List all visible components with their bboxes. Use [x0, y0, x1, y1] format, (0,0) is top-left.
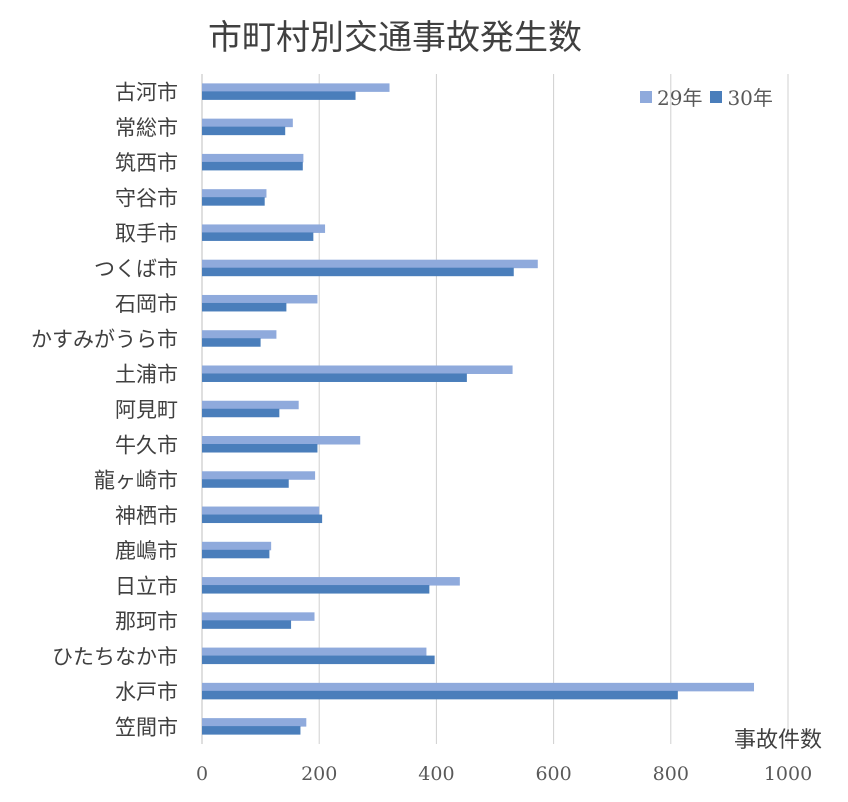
bar-29	[202, 541, 272, 551]
x-axis-label: 事故件数	[733, 728, 822, 753]
bar-29	[202, 436, 361, 445]
bar-30	[202, 655, 435, 665]
bar-30	[202, 514, 323, 524]
bar-29	[202, 330, 277, 339]
bar-30	[202, 479, 289, 488]
category-label: 土浦市	[115, 363, 178, 387]
category-label: 水戸市	[115, 680, 178, 704]
bar-30	[202, 690, 678, 700]
bar-29	[202, 153, 304, 163]
bar-30	[202, 267, 514, 277]
bar-30	[202, 585, 430, 594]
x-tick-label: 0	[196, 763, 208, 785]
bar-29	[202, 506, 320, 516]
category-label: ひたちなか市	[52, 645, 178, 669]
legend-swatch-29	[640, 90, 652, 103]
category-label: 那珂市	[115, 610, 178, 634]
bar-30	[202, 408, 280, 418]
legend-item-29: 29年	[640, 82, 702, 111]
bar-29	[202, 647, 427, 657]
bar-29	[202, 294, 318, 304]
category-label: 筑西市	[115, 151, 178, 175]
legend-item-30: 30年	[710, 82, 773, 111]
category-label: 牛久市	[115, 433, 178, 457]
category-label: 古河市	[115, 81, 178, 105]
bar-29	[202, 682, 755, 692]
bar-29	[202, 365, 513, 374]
bar-30	[202, 197, 265, 206]
bar-29	[202, 400, 299, 410]
bar-30	[202, 620, 292, 629]
bar-30	[202, 338, 261, 347]
category-label: 石岡市	[115, 292, 178, 316]
bar-30	[202, 549, 270, 559]
legend-swatch-30	[710, 90, 723, 103]
category-label: つくば市	[94, 257, 178, 281]
category-label: 龍ヶ崎市	[94, 469, 178, 493]
bar-30	[202, 302, 287, 312]
category-label: かすみがうら市	[31, 327, 178, 351]
bar-29	[202, 612, 315, 621]
x-tick-label: 400	[418, 763, 454, 785]
x-tick-label: 1000	[764, 763, 812, 785]
x-tick-label: 800	[653, 763, 689, 785]
legend-label-30: 30年	[727, 86, 773, 110]
bar-30	[202, 232, 314, 241]
bar-30	[202, 161, 303, 171]
bar-29	[202, 577, 460, 586]
x-tick-label: 600	[535, 763, 571, 785]
category-label: 笠間市	[115, 715, 178, 739]
category-label: 取手市	[115, 222, 178, 246]
bar-29	[202, 118, 293, 128]
legend: 29年 30年	[640, 82, 773, 111]
category-label: 阿見町	[115, 398, 178, 422]
chart-title: 市町村別交通事故発生数	[208, 18, 582, 58]
category-label: 常総市	[115, 116, 178, 140]
bar-30	[202, 373, 467, 382]
bar-29	[202, 471, 316, 480]
category-label: 鹿嶋市	[115, 539, 178, 563]
legend-label-29: 29年	[657, 86, 703, 110]
category-label: 神栖市	[115, 504, 178, 528]
bar-30	[202, 444, 318, 453]
bar-29	[202, 259, 538, 269]
bar-29	[202, 189, 267, 198]
bar-30	[202, 126, 286, 136]
bar-29	[202, 83, 390, 92]
bar-30	[202, 726, 301, 735]
bar-29	[202, 718, 307, 727]
category-label: 守谷市	[115, 186, 178, 210]
bar-29	[202, 224, 326, 233]
bar-30	[202, 91, 356, 100]
x-tick-label: 200	[301, 763, 337, 785]
category-label: 日立市	[115, 574, 178, 598]
